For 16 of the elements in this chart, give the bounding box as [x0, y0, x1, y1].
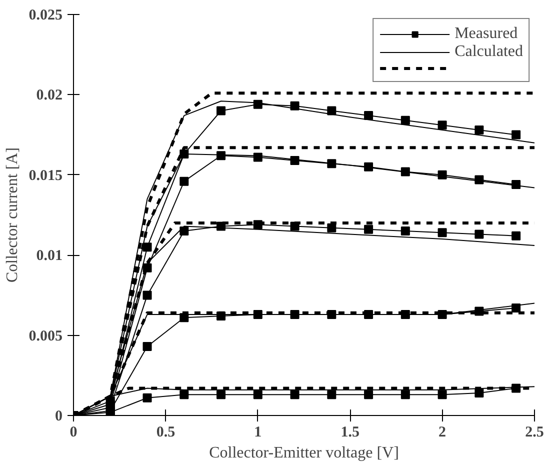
- x-tick-label: 2.5: [525, 424, 544, 440]
- x-tick-label: 0.5: [156, 424, 176, 440]
- y-tick-label: 0.01: [36, 248, 62, 264]
- y-tick-label: 0.02: [36, 88, 62, 104]
- y-tick-label: 0.015: [28, 168, 62, 184]
- legend-label: Measured: [454, 25, 518, 43]
- y-axis-title: Collector current [A]: [4, 147, 21, 283]
- y-tick-label: 0.005: [28, 328, 62, 344]
- y-tick-label: 0.025: [28, 8, 62, 24]
- x-tick-label: 1: [254, 424, 262, 440]
- x-tick-label: 1.5: [340, 424, 360, 440]
- x-axis-title: Collector-Emitter voltage [V]: [209, 444, 399, 462]
- x-tick-label: 0: [70, 424, 78, 440]
- y-tick-label: 0: [55, 408, 62, 424]
- x-tick-label: 2: [438, 424, 446, 440]
- legend-label: Calculated: [454, 43, 523, 61]
